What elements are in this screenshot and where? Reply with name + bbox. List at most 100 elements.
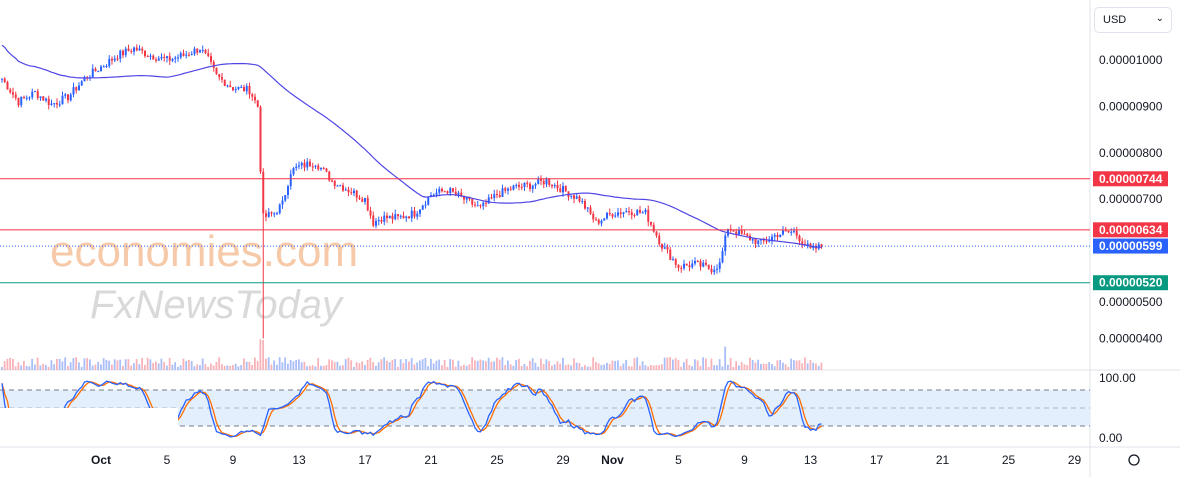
volume-bar (471, 357, 474, 370)
volume-bar (265, 358, 267, 370)
candle-body (592, 213, 595, 220)
candle-body (97, 71, 100, 73)
candle-body (743, 233, 746, 235)
volume-bar (658, 365, 661, 370)
stoch-tick-label: 100.00 (1099, 371, 1136, 385)
volume-bar (669, 357, 672, 370)
volume-bar (584, 365, 586, 370)
volume-bar (174, 362, 177, 370)
volume-bar (815, 363, 817, 370)
candle-body (262, 171, 265, 214)
volume-bar (595, 361, 597, 370)
candle-body (289, 174, 292, 187)
volume-bar (589, 366, 592, 370)
candle-body (207, 53, 210, 57)
candle-body (606, 212, 608, 219)
volume-bar (267, 357, 270, 370)
volume-bar (529, 360, 531, 370)
candle-body (402, 215, 405, 219)
candle-body (490, 197, 493, 199)
candle-body (64, 94, 67, 96)
candle-body (746, 233, 749, 236)
volume-bar (36, 357, 39, 370)
volume-bar (17, 362, 20, 370)
candle-body (309, 161, 311, 167)
candle-body (760, 239, 762, 241)
candle-body (28, 97, 31, 99)
candle-body (424, 204, 427, 206)
volume-bar (446, 366, 449, 370)
candle-body (589, 207, 592, 214)
volume-bar (454, 366, 457, 370)
volume-bar (300, 362, 303, 370)
candle-body (603, 218, 606, 221)
candle-body (779, 234, 782, 238)
volume-bar (193, 366, 196, 370)
volume-bar (232, 365, 234, 370)
candle-body (177, 57, 179, 59)
volume-bar (113, 359, 116, 370)
candle-body (614, 215, 617, 217)
x-tick-label: 13 (804, 453, 818, 467)
candle-body (127, 48, 130, 51)
volume-bar (779, 359, 782, 370)
volume-bar (188, 359, 190, 370)
volume-bar (67, 365, 69, 370)
candle-body (427, 196, 430, 205)
candle-body (160, 56, 163, 59)
candle-body (633, 215, 636, 217)
volume-bar (152, 362, 155, 370)
candle-body (795, 230, 798, 236)
candle-body (130, 50, 133, 52)
volume-bar (661, 364, 663, 370)
candle-body (53, 103, 56, 105)
candle-body (652, 224, 655, 232)
volume-bar (526, 366, 529, 370)
volume-bar (58, 358, 61, 370)
volume-bar (221, 364, 223, 370)
volume-bar (386, 360, 388, 370)
candle-body (452, 188, 454, 192)
volume-bar (663, 357, 666, 370)
candle-body (793, 230, 795, 232)
volume-bar (735, 361, 738, 370)
x-tick-label: 5 (164, 453, 171, 467)
candle-body (644, 209, 647, 213)
volume-bar (790, 358, 793, 370)
candle-body (463, 196, 465, 200)
candle-body (223, 79, 226, 87)
volume-bar (702, 357, 705, 370)
settings-icon[interactable] (1128, 454, 1140, 466)
candle-body (232, 87, 234, 91)
candle-body (9, 89, 12, 93)
candle-body (399, 215, 402, 217)
candle-body (105, 65, 108, 67)
volume-bar (325, 364, 328, 370)
volume-bar (727, 364, 729, 370)
volume-bar (1, 366, 3, 370)
candle-body (559, 188, 562, 193)
candle-body (267, 212, 270, 217)
volume-bar (243, 358, 245, 370)
volume-bar (364, 365, 366, 370)
volume-bar (716, 365, 718, 370)
currency-select[interactable]: USD ⌄ (1094, 7, 1172, 33)
volume-bar (83, 358, 86, 370)
candle-body (487, 197, 490, 204)
volume-bar (47, 366, 50, 370)
volume-bar (625, 359, 628, 370)
volume-bar (504, 365, 507, 370)
candle-body (696, 260, 699, 262)
candle-body (199, 50, 201, 53)
candle-body (677, 264, 680, 268)
volume-bar (141, 357, 144, 370)
volume-bar (168, 358, 171, 370)
price-tag-label: 0.00000634 (1099, 223, 1163, 237)
candle-body (765, 240, 768, 242)
candle-body (380, 220, 383, 222)
volume-bar (262, 339, 265, 370)
volume-bar (124, 359, 127, 370)
volume-bar (518, 358, 520, 370)
